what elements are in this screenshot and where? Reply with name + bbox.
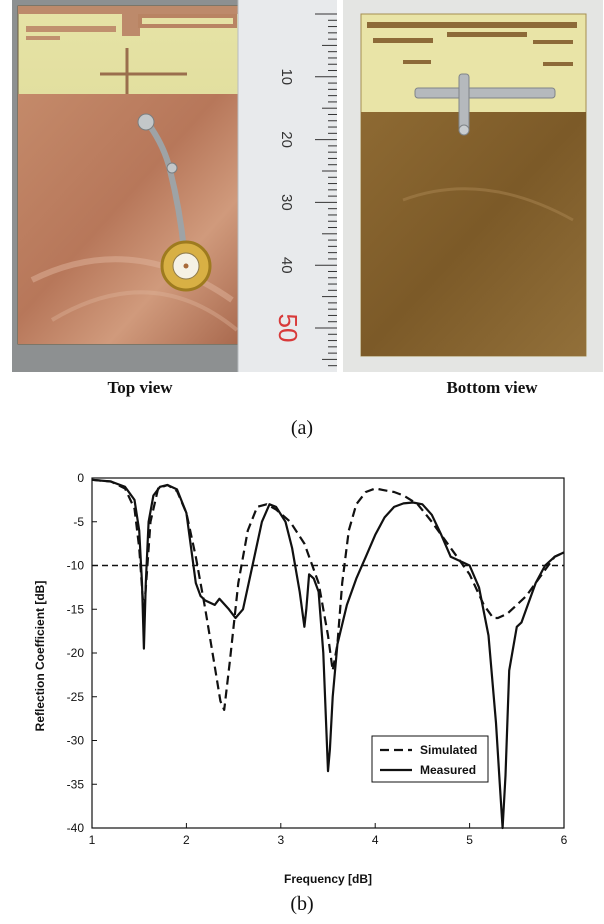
y-tick-label: 0 [77,471,84,485]
ruler-label: 10 [278,68,295,85]
y-tick-label: -15 [67,602,85,616]
ruler-label: 30 [278,194,295,211]
series-line-simulated [91,478,565,711]
y-tick-label: -35 [67,777,85,791]
x-tick-label: 6 [561,833,568,847]
figure-label-a: (a) [290,417,314,439]
legend-label: Simulated [420,743,477,757]
y-tick-label: -20 [67,646,85,660]
photo-top-view: 10 20 30 40 50 [12,0,337,372]
x-tick-label: 1 [89,833,96,847]
x-axis-label: Frequency [dB] [284,872,372,886]
caption-top-view: Top view [107,378,173,397]
x-tick-label: 3 [277,833,284,847]
reflection-coefficient-chart: 1 2 3 4 5 6 0 -5 -10 -15 -20 -25 -30 -35 -40 Simulated… [33,471,568,886]
ruler-label: 20 [278,131,295,148]
y-tick-label: -40 [67,821,85,835]
y-tick-label: -5 [73,515,84,529]
y-tick-label: -30 [67,734,85,748]
x-tick-label: 2 [183,833,190,847]
legend-label: Measured [420,763,476,777]
y-tick-label: -10 [67,559,85,573]
x-tick-label: 4 [372,833,379,847]
photo-bottom-view [343,0,603,372]
y-axis-label: Reflection Coefficient [dB] [33,581,47,732]
caption-bottom-view: Bottom view [446,378,538,397]
figure-label-b: (b) [290,893,314,915]
x-tick-label: 5 [466,833,473,847]
chart-legend: Simulated Measured [371,735,489,783]
plot-frame [91,477,565,829]
ruler-label: 50 [273,314,303,343]
series-line-measured [91,478,565,830]
ruler-label: 40 [278,257,295,274]
legend-box [371,735,489,783]
y-tick-label: -25 [67,690,85,704]
